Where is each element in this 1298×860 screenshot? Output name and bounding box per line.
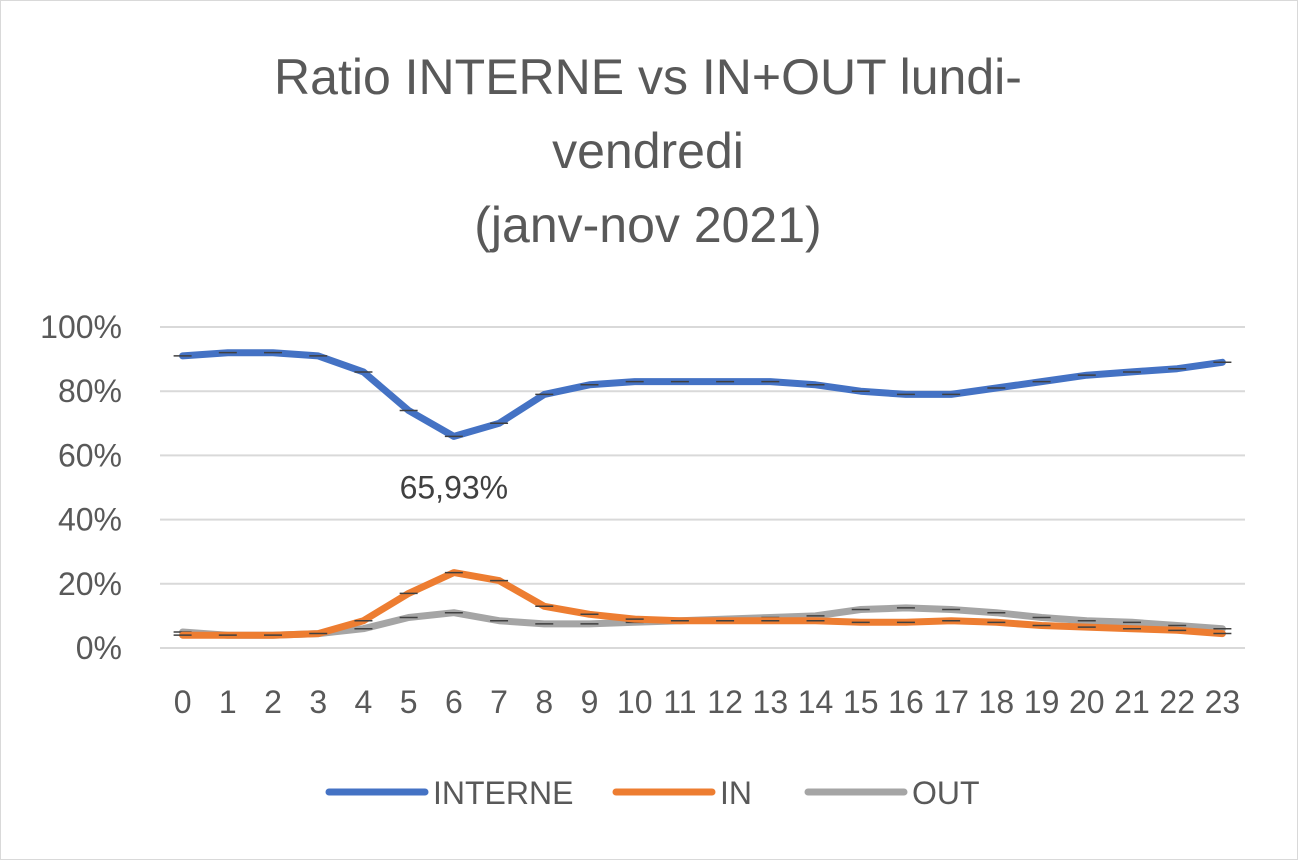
x-tick-label: 5 (400, 684, 418, 720)
legend-label: OUT (912, 775, 980, 811)
x-tick-label: 1 (219, 684, 237, 720)
x-tick-label: 3 (309, 684, 327, 720)
legend: INTERNE IN OUT (325, 775, 980, 811)
series-lines (173, 349, 1232, 639)
y-tick-label: 20% (58, 566, 122, 602)
x-tick-label: 19 (1024, 684, 1060, 720)
x-tick-label: 4 (355, 684, 373, 720)
y-tick-label: 80% (58, 373, 122, 409)
data-labels: 65,93% (400, 469, 509, 505)
chart-title-line: Ratio INTERNE vs IN+OUT lundi- (274, 49, 1022, 105)
x-tick-label: 14 (798, 684, 834, 720)
y-tick-label: 100% (40, 309, 122, 345)
data-label: 65,93% (400, 469, 509, 505)
x-tick-label: 18 (979, 684, 1015, 720)
y-tick-label: 40% (58, 502, 122, 538)
x-tick-label: 15 (843, 684, 879, 720)
x-tick-label: 20 (1069, 684, 1105, 720)
x-tick-label: 10 (617, 684, 653, 720)
x-tick-label: 0 (174, 684, 192, 720)
x-tick-label: 11 (663, 684, 696, 720)
x-tick-label: 17 (933, 684, 969, 720)
series-line (179, 569, 1226, 639)
x-tick-label: 22 (1159, 684, 1195, 720)
x-tick-label: 9 (581, 684, 599, 720)
x-tick-label: 13 (753, 684, 789, 720)
x-tick-label: 8 (535, 684, 553, 720)
x-tick-label: 16 (888, 684, 924, 720)
gridlines (160, 326, 1245, 649)
legend-label: INTERNE (433, 775, 573, 811)
x-tick-label: 7 (490, 684, 508, 720)
chart-title-line: (janv-nov 2021) (474, 197, 822, 253)
y-axis-tick-labels: 0% 20% 40% 60% 80% 100% (40, 309, 122, 666)
y-tick-label: 0% (76, 630, 122, 666)
chart-title: Ratio INTERNE vs IN+OUT lundi- vendredi … (0, 40, 1296, 262)
x-tick-label: 23 (1205, 684, 1241, 720)
x-tick-label: 12 (707, 684, 743, 720)
y-tick-label: 60% (58, 437, 122, 473)
series-line (179, 349, 1226, 440)
x-tick-label: 21 (1114, 684, 1150, 720)
legend-label: IN (720, 775, 752, 811)
x-tick-label: 2 (264, 684, 282, 720)
x-tick-label: 6 (445, 684, 463, 720)
x-axis-tick-labels: 0 1 2 3 4 5 6 7 8 9 10 11 12 13 14 15 16 17 18 19 20 21 22 23 (174, 684, 1240, 720)
chart-title-line: vendredi (552, 123, 744, 179)
